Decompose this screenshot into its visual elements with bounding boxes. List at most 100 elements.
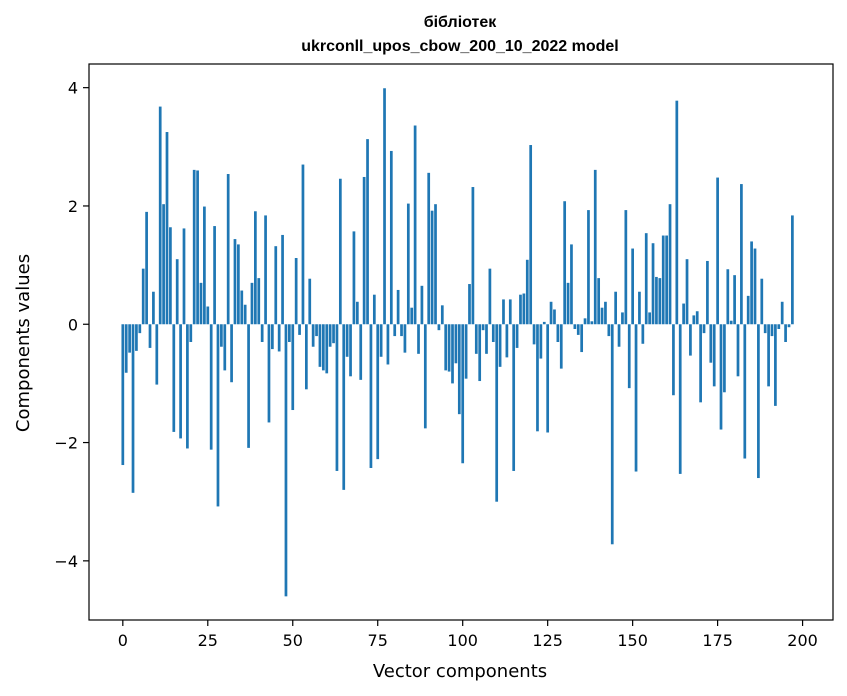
bar-component-19 xyxy=(186,324,189,449)
bar-component-111 xyxy=(498,324,502,367)
bar-component-26 xyxy=(209,324,213,450)
bar-component-1 xyxy=(124,324,128,373)
bar-component-35 xyxy=(240,290,244,325)
bar-component-55 xyxy=(308,278,312,325)
bar-component-15 xyxy=(172,324,176,432)
bar-component-181 xyxy=(736,324,740,377)
bar-component-107 xyxy=(485,324,488,354)
bar-component-197 xyxy=(791,215,794,325)
bar-component-165 xyxy=(682,303,685,325)
bar-component-14 xyxy=(169,227,172,325)
bar-component-103 xyxy=(471,187,475,325)
bar-component-170 xyxy=(699,324,702,403)
bar-component-135 xyxy=(580,324,584,353)
bar-component-172 xyxy=(706,260,709,325)
bar-component-49 xyxy=(288,324,291,342)
bar-component-48 xyxy=(284,324,288,597)
bar-component-96 xyxy=(447,324,451,372)
bar-component-78 xyxy=(386,324,390,365)
bar-component-149 xyxy=(627,324,631,389)
bar-component-169 xyxy=(695,311,699,325)
bar-component-164 xyxy=(678,324,682,474)
bar-component-44 xyxy=(271,324,274,350)
bar-component-175 xyxy=(716,177,719,325)
x-tick-label: 175 xyxy=(702,631,733,650)
bar-component-180 xyxy=(733,275,736,325)
bar-component-116 xyxy=(515,324,519,348)
bar-component-51 xyxy=(294,258,298,325)
bar-component-167 xyxy=(689,324,692,356)
bar-component-23 xyxy=(199,282,203,325)
chart-title-line1: бібліотек xyxy=(424,14,498,31)
bar-component-173 xyxy=(709,324,713,363)
bar-component-64 xyxy=(338,178,342,325)
bar-component-155 xyxy=(648,312,651,325)
x-tick-label: 50 xyxy=(283,631,303,650)
bar-component-120 xyxy=(529,145,533,325)
y-tick-label: 0 xyxy=(68,315,78,334)
bar-component-72 xyxy=(366,139,369,325)
bar-component-83 xyxy=(403,324,407,353)
bar-component-53 xyxy=(301,164,305,325)
bar-component-134 xyxy=(576,324,580,335)
bar-component-121 xyxy=(532,324,536,345)
bar-component-92 xyxy=(434,204,437,325)
bar-component-6 xyxy=(141,268,145,325)
bar-component-47 xyxy=(281,234,284,325)
bar-component-182 xyxy=(740,184,743,325)
bar-component-178 xyxy=(726,269,730,325)
bar-component-37 xyxy=(247,324,250,448)
bar-component-136 xyxy=(583,318,587,325)
bar-component-141 xyxy=(600,307,604,325)
bar-component-71 xyxy=(362,176,366,325)
bar-component-122 xyxy=(536,324,539,432)
bar-component-171 xyxy=(702,324,706,334)
bar-component-113 xyxy=(505,324,509,358)
bar-component-132 xyxy=(570,244,573,325)
y-tick-label: 4 xyxy=(68,79,78,98)
bar-component-25 xyxy=(206,306,210,325)
y-tick-label: −2 xyxy=(54,434,78,453)
bar-component-13 xyxy=(165,132,169,325)
bar-component-12 xyxy=(162,204,165,325)
bar-component-94 xyxy=(440,305,444,325)
x-tick-label: 125 xyxy=(532,631,563,650)
bar-component-85 xyxy=(410,307,414,325)
bar-component-100 xyxy=(461,324,465,464)
bar-component-110 xyxy=(495,324,499,502)
bar-component-40 xyxy=(257,278,261,325)
bar-component-108 xyxy=(488,268,492,325)
bar-component-176 xyxy=(719,324,723,430)
bar-component-127 xyxy=(553,309,556,325)
bar-component-128 xyxy=(556,324,560,342)
bar-component-45 xyxy=(274,246,278,325)
bar-component-118 xyxy=(522,293,526,325)
bar-component-98 xyxy=(454,324,458,364)
bar-component-151 xyxy=(634,324,638,472)
bar-component-144 xyxy=(610,324,614,545)
bar-component-154 xyxy=(644,233,648,325)
bar-component-190 xyxy=(767,324,770,387)
bar-component-177 xyxy=(723,324,726,393)
bar-component-185 xyxy=(750,241,753,325)
bar-component-9 xyxy=(152,291,155,325)
bar-component-192 xyxy=(774,324,777,406)
bar-component-153 xyxy=(641,324,645,344)
bar-component-133 xyxy=(573,324,577,329)
bar-component-86 xyxy=(413,125,417,325)
bar-component-139 xyxy=(593,169,597,325)
bar-component-39 xyxy=(254,211,257,325)
bar-component-187 xyxy=(757,324,760,479)
bar-component-52 xyxy=(298,324,301,335)
x-tick-label: 0 xyxy=(118,631,128,650)
bar-component-184 xyxy=(746,295,750,325)
bar-component-84 xyxy=(406,203,410,325)
bar-component-93 xyxy=(437,324,441,331)
bar-component-196 xyxy=(787,324,791,328)
bar-component-88 xyxy=(420,285,424,325)
bar-component-18 xyxy=(182,228,186,325)
bar-component-66 xyxy=(345,324,349,357)
bar-component-33 xyxy=(233,239,237,325)
bar-component-70 xyxy=(359,324,363,380)
bar-component-156 xyxy=(651,243,655,325)
